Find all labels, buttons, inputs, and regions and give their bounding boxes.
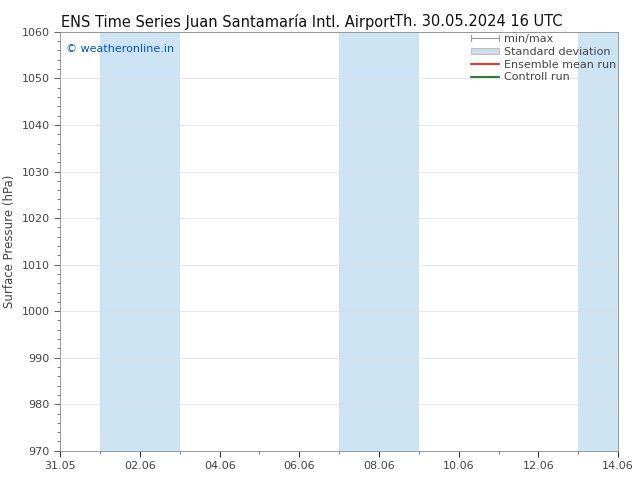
Text: Th. 30.05.2024 16 UTC: Th. 30.05.2024 16 UTC	[394, 14, 563, 29]
Text: ENS Time Series Juan Santamaría Intl. Airport: ENS Time Series Juan Santamaría Intl. Ai…	[61, 14, 395, 30]
Text: © weatheronline.in: © weatheronline.in	[66, 45, 174, 54]
Bar	[100, 32, 180, 451]
Bar	[339, 32, 419, 451]
Bar	[578, 32, 618, 451]
Legend: min/max, Standard deviation, Ensemble mean run, Controll run: min/max, Standard deviation, Ensemble me…	[472, 34, 616, 82]
Y-axis label: Surface Pressure (hPa): Surface Pressure (hPa)	[3, 174, 16, 308]
